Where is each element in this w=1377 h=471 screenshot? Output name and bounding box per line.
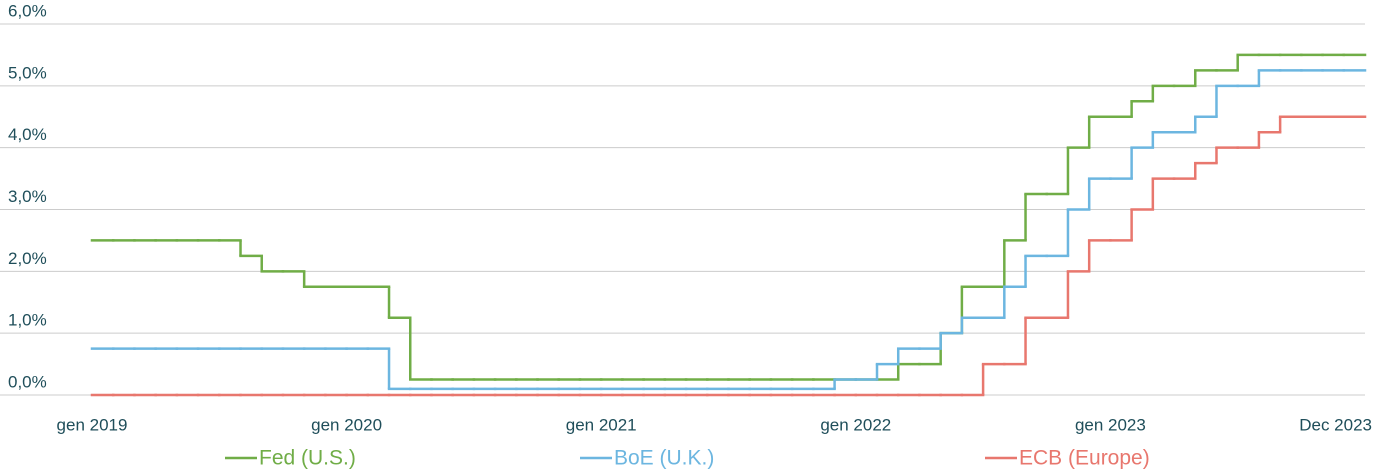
x-tick-label: gen 2023 [1075,415,1146,434]
y-tick-label: 0,0% [8,372,47,391]
y-tick-label: 3,0% [8,187,47,206]
legend-label: ECB (Europe) [1019,447,1150,470]
legend-label: Fed (U.S.) [259,447,356,470]
y-tick-label: 5,0% [8,63,47,82]
x-tick-label: gen 2021 [566,415,637,434]
series [90,115,1367,397]
series [90,53,1367,381]
legend-label: BoE (U.K.) [614,447,714,470]
x-tick-label: gen 2019 [57,415,128,434]
y-tick-label: 1,0% [8,311,47,330]
y-tick-label: 6,0% [8,1,47,20]
y-tick-label: 2,0% [8,249,47,268]
x-tick-label: gen 2020 [311,415,382,434]
y-tick-label: 4,0% [8,125,47,144]
x-tick-label: Dec 2023 [1299,415,1372,434]
series [90,69,1367,391]
x-tick-label: gen 2022 [820,415,891,434]
